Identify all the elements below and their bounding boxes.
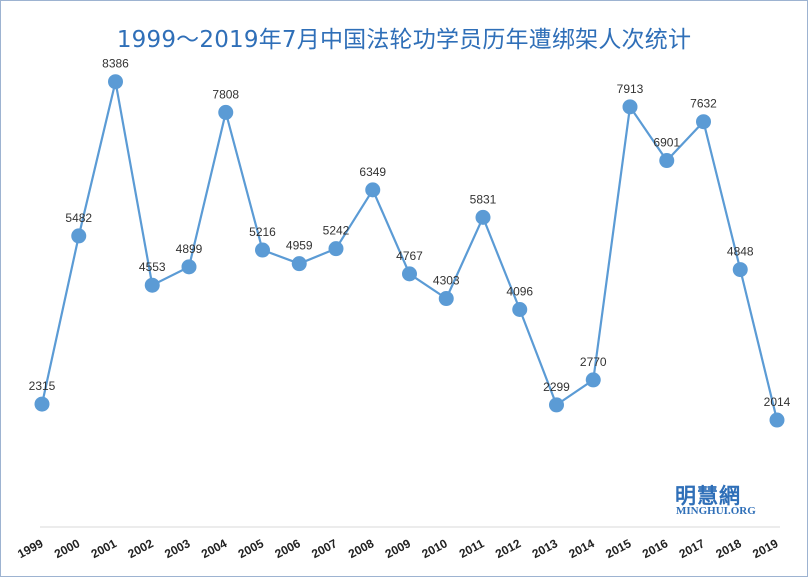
x-tick-label-2006: 2006: [273, 536, 303, 561]
data-label-2014: 2770: [580, 355, 607, 369]
x-tick-label-2018: 2018: [714, 536, 744, 561]
data-point-2019: [769, 412, 785, 428]
data-label-2013: 2299: [543, 380, 570, 394]
data-label-2018: 4848: [727, 245, 754, 259]
x-tick-label-2013: 2013: [530, 536, 560, 561]
data-label-2000: 5482: [65, 211, 92, 225]
data-point-2003: [181, 259, 197, 275]
data-label-2016: 6901: [653, 136, 680, 150]
x-tick-label-2019: 2019: [750, 536, 780, 561]
data-point-2008: [365, 182, 381, 198]
x-tick-label-2002: 2002: [126, 536, 156, 561]
x-tick-label-2017: 2017: [677, 536, 707, 561]
data-label-2012: 4096: [506, 285, 533, 299]
data-label-2008: 6349: [359, 165, 386, 179]
data-point-2010: [438, 291, 454, 307]
data-label-2019: 2014: [764, 395, 791, 409]
watermark-logo-text: 明慧網: [675, 483, 741, 508]
x-tick-label-2010: 2010: [420, 536, 450, 561]
data-point-2000: [71, 228, 87, 244]
watermark-url: MINGHUI.ORG: [676, 505, 756, 517]
data-point-2002: [144, 277, 160, 293]
data-label-1999: 2315: [29, 379, 56, 393]
data-point-2011: [475, 209, 491, 225]
data-label-2011: 5831: [470, 192, 497, 206]
data-point-2004: [218, 104, 234, 120]
data-point-2006: [291, 256, 307, 272]
x-tick-label-2003: 2003: [162, 536, 192, 561]
data-point-2012: [512, 302, 528, 318]
x-tick-label-2011: 2011: [457, 536, 487, 561]
x-tick-label-2008: 2008: [346, 536, 376, 561]
x-tick-label-2012: 2012: [493, 536, 523, 561]
data-point-2015: [622, 99, 638, 115]
x-tick-label-2000: 2000: [52, 536, 82, 561]
data-label-2007: 5242: [323, 224, 350, 238]
x-tick-label-2016: 2016: [640, 536, 670, 561]
data-point-2007: [328, 241, 344, 257]
data-point-2009: [402, 266, 417, 282]
x-tick-label-2001: 2001: [89, 536, 119, 561]
data-point-2001: [108, 74, 123, 90]
x-tick-label-2009: 2009: [383, 536, 413, 561]
data-label-2003: 4899: [176, 242, 203, 256]
data-point-2018: [732, 262, 748, 278]
data-label-2001: 8386: [102, 57, 129, 71]
data-point-2017: [696, 114, 711, 130]
data-point-2005: [255, 242, 270, 258]
x-tick-label-2007: 2007: [309, 536, 339, 561]
data-label-2015: 7913: [617, 82, 644, 96]
data-point-2016: [659, 153, 675, 169]
data-label-2004: 7808: [212, 87, 239, 101]
data-label-2005: 5216: [249, 225, 276, 239]
x-tick-label-2015: 2015: [603, 536, 633, 561]
data-point-2013: [549, 397, 564, 413]
data-label-2006: 4959: [286, 239, 313, 253]
data-label-2009: 4767: [396, 249, 423, 263]
x-tick-label-1999: 1999: [15, 536, 45, 561]
data-point-2014: [585, 372, 601, 388]
x-tick-label-2014: 2014: [567, 536, 597, 561]
x-tick-label-2004: 2004: [199, 536, 229, 561]
chart-title: 1999～2019年7月中国法轮功学员历年遭绑架人次统计: [116, 27, 692, 53]
data-label-2017: 7632: [690, 97, 717, 111]
data-label-2002: 4553: [139, 260, 166, 274]
data-point-1999: [34, 396, 50, 412]
data-label-2010: 4303: [433, 274, 460, 288]
x-tick-label-2005: 2005: [236, 536, 266, 561]
